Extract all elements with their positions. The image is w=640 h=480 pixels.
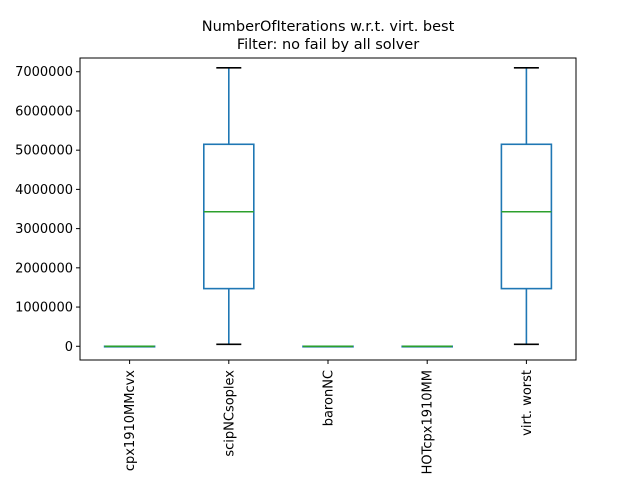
plot-frame (79, 57, 577, 361)
plot-area: 0 1000000 2000000 3000000 4000000 5000000 6000… (15, 65, 553, 474)
y-tick-label: 6000000 (15, 104, 73, 119)
y-tick-label: 1000000 (15, 301, 73, 316)
x-tick-label: HOTcpx1910MM (421, 370, 436, 474)
chart-title-line2: Filter: no fail by all solver (237, 37, 419, 53)
x-tick-label: scipNCsoplex (222, 370, 237, 457)
y-tick-label: 2000000 (15, 261, 73, 276)
y-tick-label: 0 (65, 340, 73, 355)
y-tick-label: 7000000 (15, 65, 73, 80)
x-tick-label: baronNC (322, 370, 337, 426)
x-tick-label: cpx1910MMcvx (123, 370, 138, 471)
chart-title-line1: NumberOfIterations w.r.t. virt. best (202, 19, 455, 35)
y-tick-label: 3000000 (15, 222, 73, 237)
box-iqr (500, 143, 553, 290)
box-iqr (203, 143, 255, 290)
y-tick-label: 4000000 (15, 183, 73, 198)
y-tick-label: 5000000 (15, 144, 73, 159)
x-tick-label: virt. worst (520, 370, 535, 436)
